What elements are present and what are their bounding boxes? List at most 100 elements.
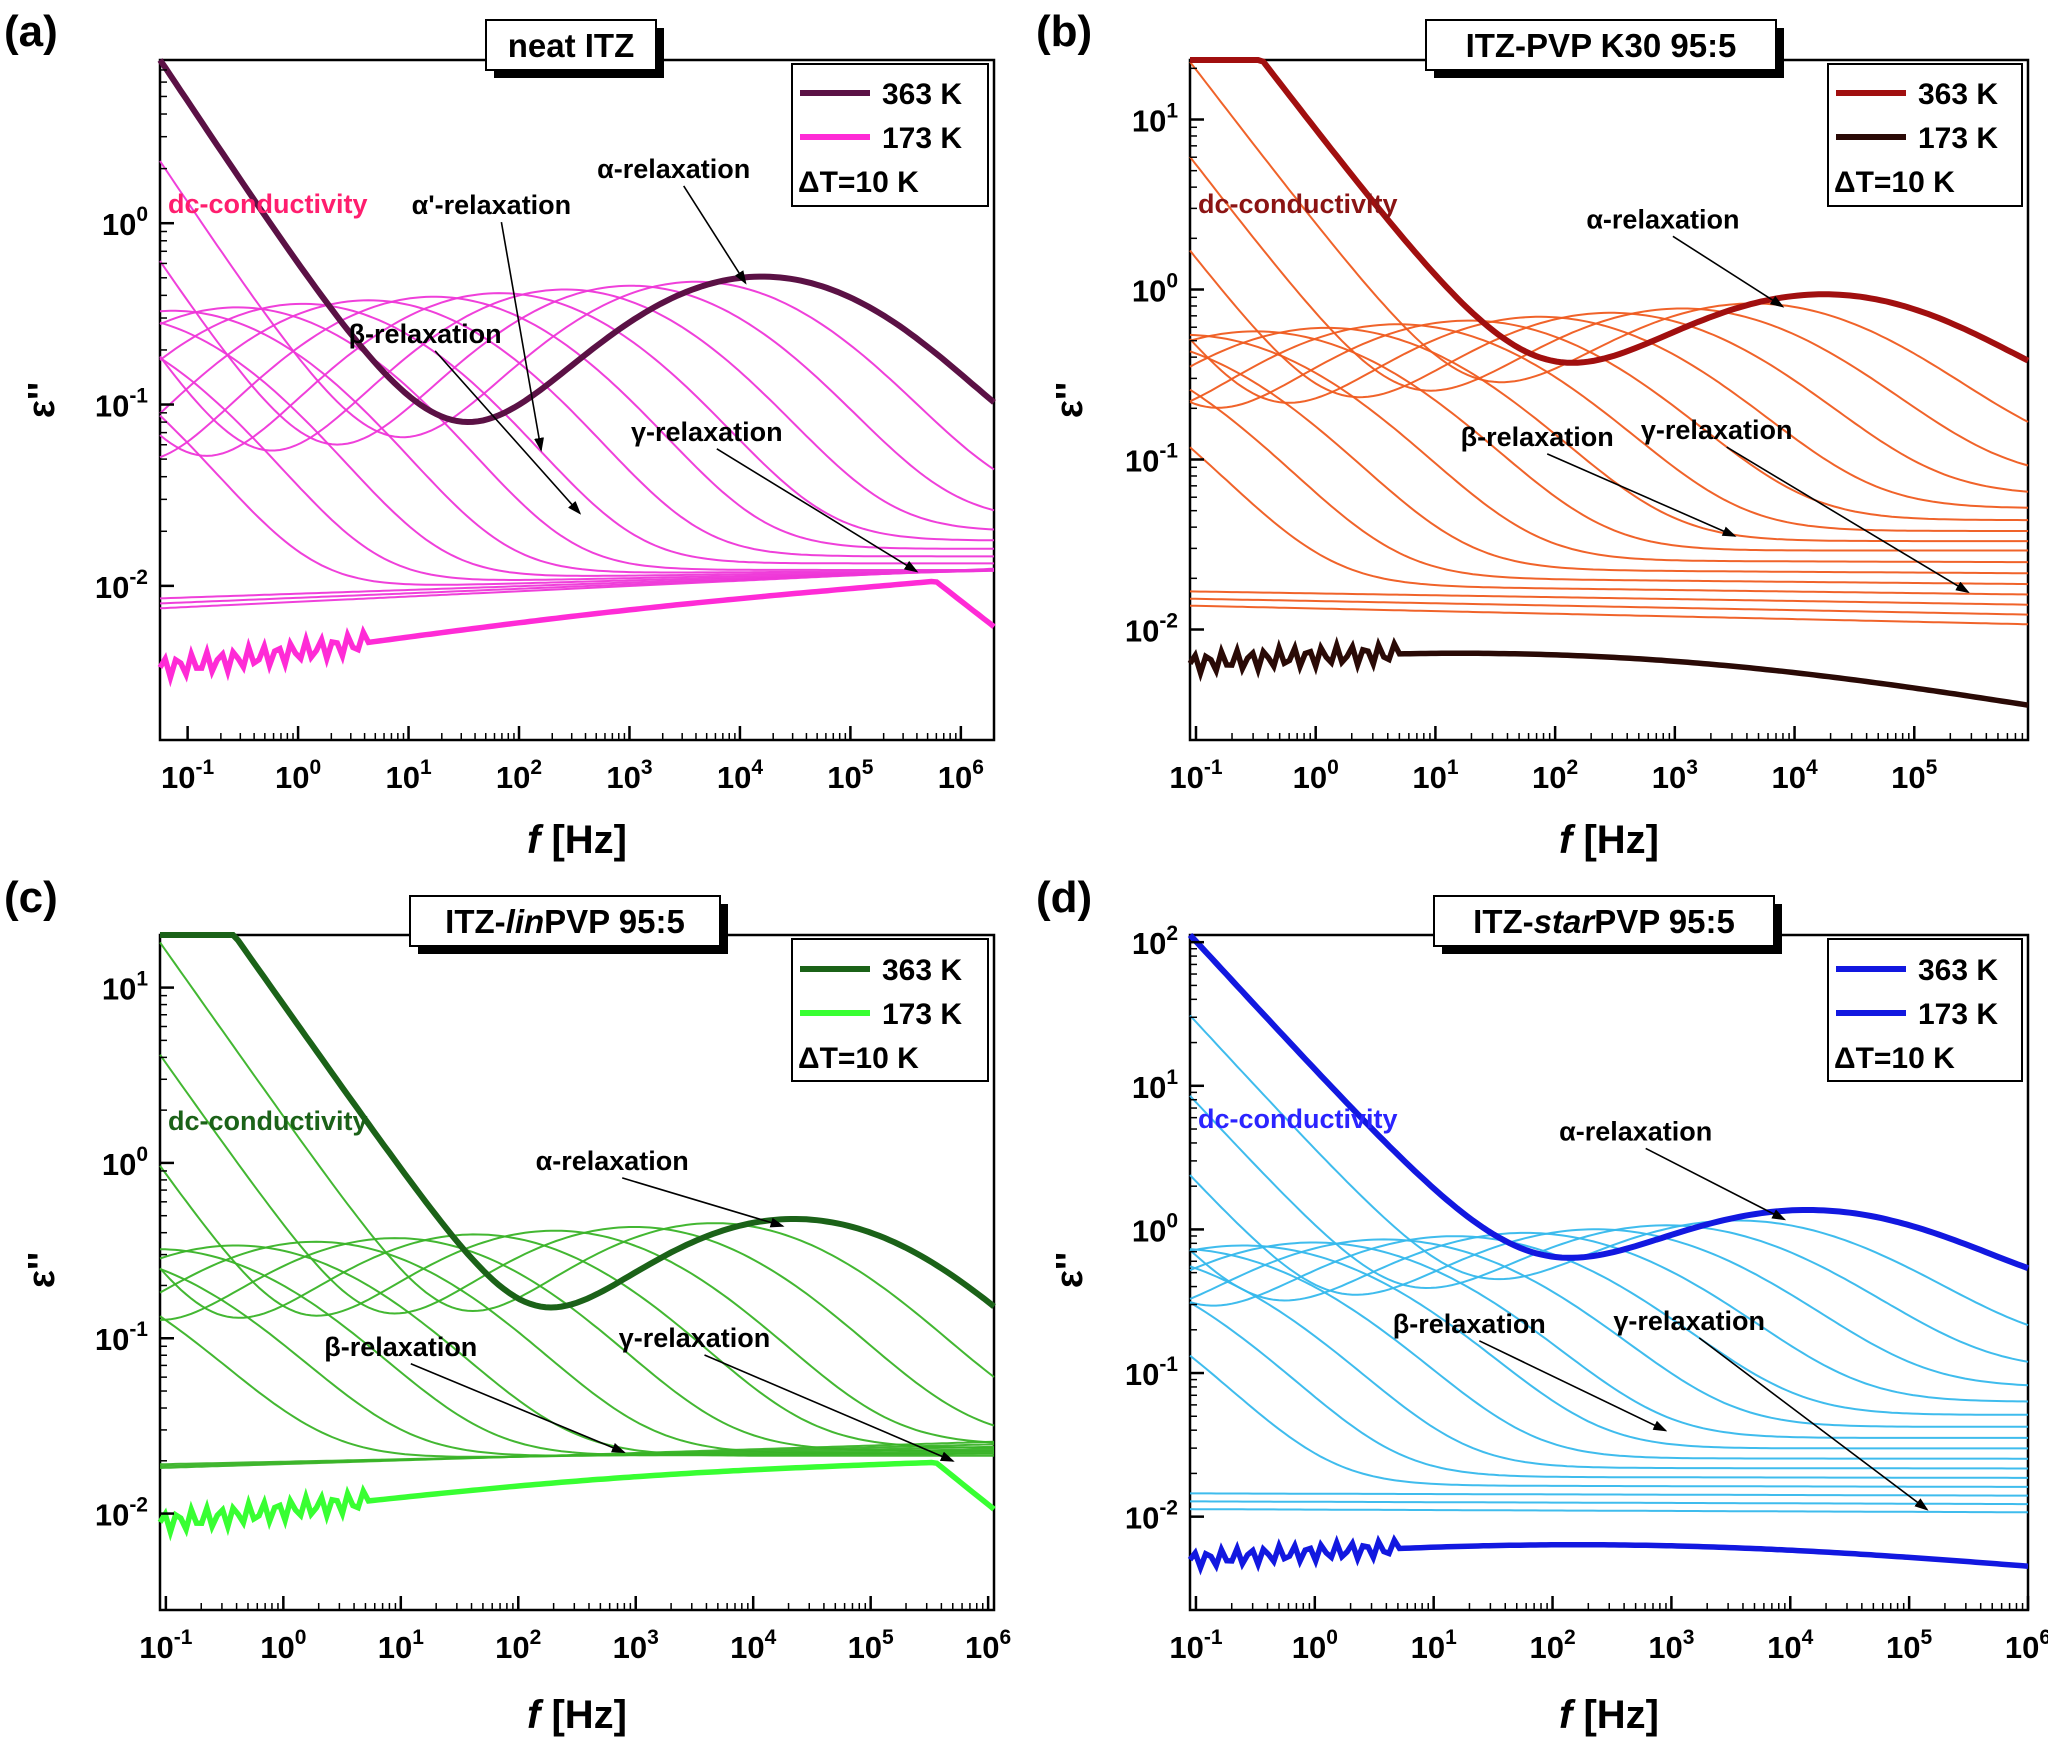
annotation-beta: β-relaxation <box>1461 422 1614 452</box>
curve-intermediate-13 <box>159 1440 995 1469</box>
x-axis-label: f [Hz] <box>527 818 627 862</box>
x-tick-label: 102 <box>495 1626 541 1665</box>
y-axis-label: ε'' <box>1049 382 1091 418</box>
curve-intermediate-8 <box>1189 330 2028 552</box>
curve-intermediate-6 <box>1189 1238 2028 1428</box>
x-tick-label: 100 <box>260 1626 306 1665</box>
curve-363k <box>1190 57 2030 366</box>
annotation-alpha: α-relaxation <box>536 1146 689 1176</box>
panel-label: (a) <box>4 7 58 56</box>
curve-intermediate-9 <box>1189 1248 2028 1460</box>
tick-marks <box>1190 67 2024 740</box>
annotation-alpha: α-relaxation <box>597 154 750 184</box>
x-tick-label: 101 <box>385 756 431 795</box>
curve-intermediate-6 <box>159 299 994 558</box>
arrow-alpha <box>683 185 747 285</box>
annotation-beta: β-relaxation <box>324 1332 477 1362</box>
x-tick-label: 10-1 <box>139 1626 192 1665</box>
curve-intermediate-4 <box>1189 315 2029 509</box>
annotations: α-relaxation β-relaxation γ-relaxation <box>1461 204 1970 594</box>
x-tick-label: 10-1 <box>161 756 214 795</box>
curve-intermediate-2 <box>159 260 995 512</box>
title-box: ITZ-starPVP 95:5 <box>1433 895 1782 954</box>
x-tick-label: 103 <box>613 1626 659 1665</box>
legend: 363 K 173 K ΔT=10 K <box>791 938 989 1082</box>
curve-363k <box>160 932 996 1311</box>
curve-intermediate-9 <box>159 309 994 574</box>
x-tick-label: 101 <box>1411 1626 1457 1665</box>
curve-intermediate-4 <box>159 1233 994 1449</box>
curve-intermediate-1 <box>1189 61 2029 423</box>
y-tick-labels: 10-2 10-1 100 <box>95 203 148 605</box>
panel-title: ITZ-PVP K30 95:5 <box>1466 27 1737 64</box>
curve-intermediate-14 <box>1190 1500 2028 1506</box>
x-axis-label: f [Hz] <box>1559 818 1659 862</box>
x-tick-labels: 10-1 100 101 102 103 104 105 106 <box>1169 1626 2048 1665</box>
curve-intermediate-10 <box>1189 350 2029 575</box>
panel-title: neat ITZ <box>508 27 635 64</box>
intermediate-curves <box>1189 61 2029 626</box>
legend-delta-t: ΔT=10 K <box>1834 166 1955 199</box>
curve-173k <box>157 578 996 688</box>
tick-marks <box>160 986 990 1610</box>
legend-label-173k: 173 K <box>1918 122 1998 155</box>
curve-intermediate-4 <box>1189 1231 2029 1403</box>
annotations: α-relaxation β-relaxation γ-relaxation <box>324 1146 955 1462</box>
arrow-gamma <box>704 1354 955 1462</box>
x-tick-label: 100 <box>275 756 321 795</box>
dc-conductivity-label: dc-conductivity <box>1198 189 1398 219</box>
curve-intermediate-1 <box>159 941 995 1378</box>
y-axis-label: ε'' <box>21 1252 63 1288</box>
curve-173k <box>1187 636 2029 708</box>
curve-intermediate-5 <box>1189 1235 2028 1416</box>
panel-label: (c) <box>4 873 58 922</box>
curve-intermediate-13 <box>1189 590 2029 606</box>
curve-intermediate-2 <box>159 1054 995 1427</box>
legend-label-173k: 173 K <box>882 998 962 1031</box>
y-tick-label: 10-1 <box>95 1318 148 1357</box>
x-tick-label: 105 <box>1886 1626 1932 1665</box>
curve-173k <box>157 1459 996 1542</box>
annotations: α-relaxation α'-relaxation β-relaxation … <box>349 154 919 573</box>
legend-label-173k: 173 K <box>882 122 962 155</box>
y-tick-label: 100 <box>102 1143 148 1182</box>
legend-delta-t: ΔT=10 K <box>798 1042 919 1075</box>
panel-title: ITZ-linPVP 95:5 <box>445 903 685 940</box>
arrow-alpha <box>1645 1147 1787 1221</box>
curve-intermediate-15 <box>1189 1508 2028 1514</box>
x-axis-label: f [Hz] <box>527 1693 627 1737</box>
arrow-beta <box>434 350 582 515</box>
legend-label-363k: 363 K <box>1918 78 1998 111</box>
curve-intermediate-9 <box>1189 333 2028 564</box>
y-tick-label: 102 <box>1132 922 1178 961</box>
legend-delta-t: ΔT=10 K <box>1834 1042 1955 1075</box>
curve-intermediate-8 <box>159 1248 995 1457</box>
curve-intermediate-6 <box>1189 323 2028 532</box>
annotations: α-relaxation β-relaxation γ-relaxation <box>1393 1116 1929 1511</box>
curve-intermediate-13 <box>1190 1492 2028 1497</box>
x-tick-label: 104 <box>730 1626 776 1665</box>
curve-intermediate-1 <box>159 160 995 471</box>
y-tick-labels: 10-2 10-1 100 101 <box>95 968 148 1533</box>
curve-363k <box>157 58 996 426</box>
tick-marks <box>160 69 963 740</box>
curve-intermediate-3 <box>159 288 995 531</box>
y-tick-label: 10-1 <box>1125 440 1178 479</box>
x-tick-label: 104 <box>717 756 763 795</box>
curve-intermediate-8 <box>159 306 994 571</box>
y-tick-label: 10-2 <box>95 566 148 605</box>
intermediate-curves <box>159 160 995 610</box>
x-tick-label: 100 <box>1293 756 1339 795</box>
dc-conductivity-label: dc-conductivity <box>1198 1104 1398 1134</box>
x-tick-label: 101 <box>1412 756 1458 795</box>
x-tick-label: 100 <box>1292 1626 1338 1665</box>
x-tick-labels: 10-1 100 101 102 103 104 105 106 <box>161 756 984 795</box>
tick-marks <box>1190 940 2030 1610</box>
y-axis-label: ε'' <box>21 382 63 418</box>
x-tick-label: 103 <box>1652 756 1698 795</box>
arrow-gamma <box>1698 1337 1929 1511</box>
annotation-gamma: γ-relaxation <box>619 1323 771 1353</box>
